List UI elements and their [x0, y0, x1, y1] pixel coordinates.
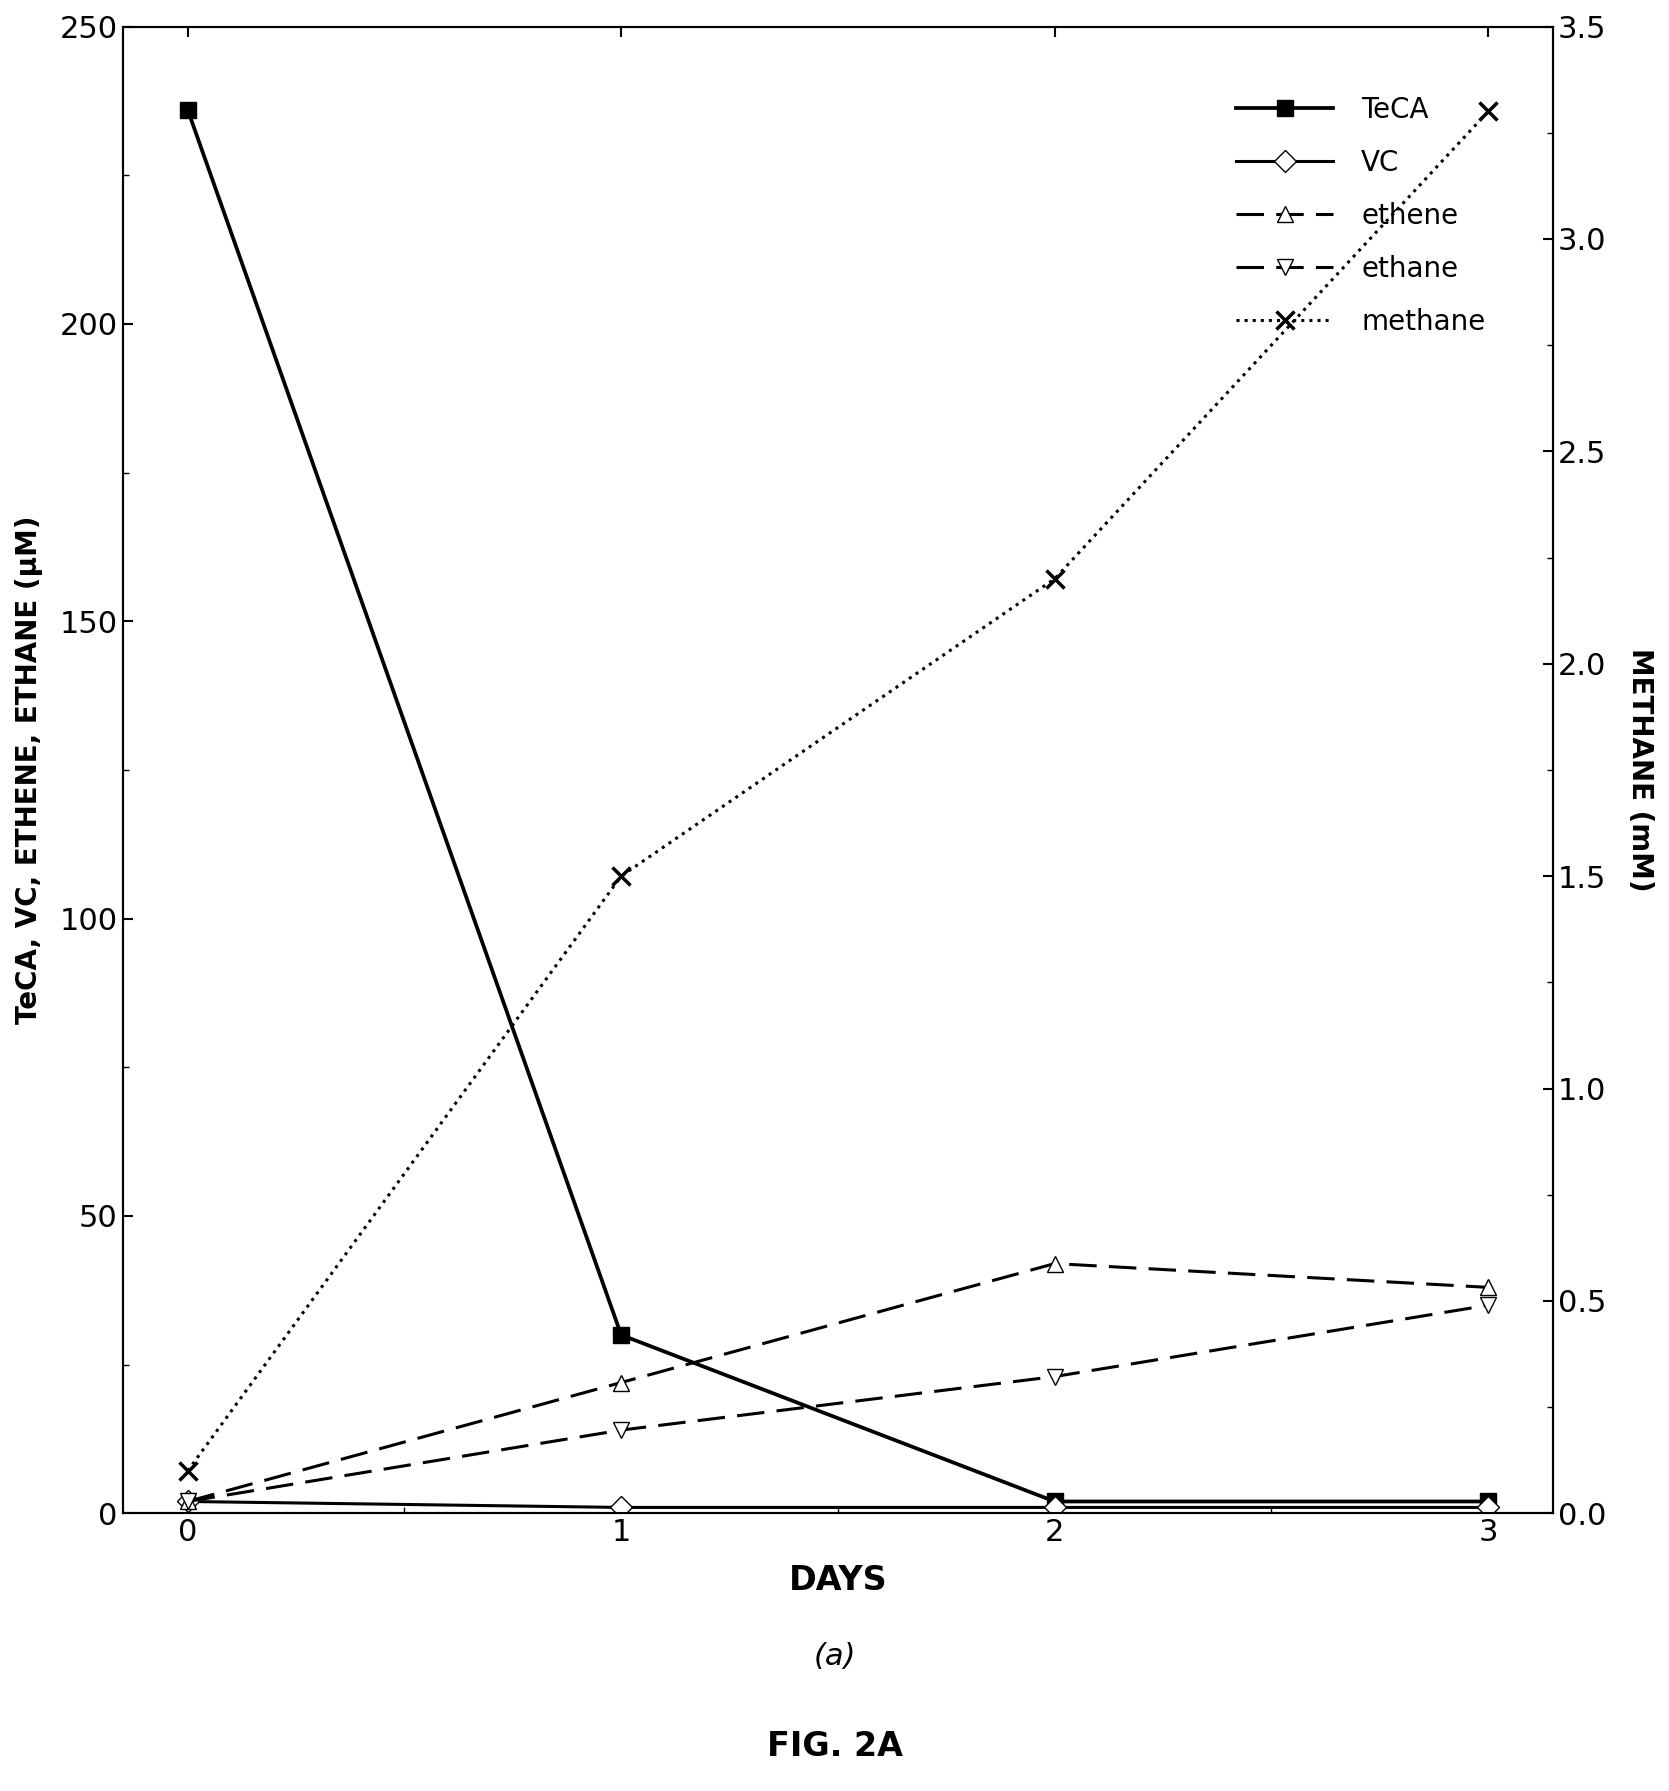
TeCA — [1479, 1490, 1499, 1512]
Line: ethane: ethane — [180, 1297, 1495, 1510]
ethene — [1045, 1254, 1065, 1275]
Y-axis label: METHANE (mM): METHANE (mM) — [1626, 648, 1654, 892]
ethane — [611, 1418, 631, 1440]
Legend: TeCA, VC, ethene, ethane, methane: TeCA, VC, ethene, ethane, methane — [1225, 84, 1497, 347]
Line: TeCA: TeCA — [180, 102, 1495, 1510]
ethene — [177, 1490, 197, 1512]
methane — [611, 865, 631, 887]
Text: (a): (a) — [813, 1642, 856, 1671]
methane — [1479, 100, 1499, 122]
methane — [177, 1460, 197, 1481]
ethane — [1045, 1367, 1065, 1388]
TeCA — [611, 1324, 631, 1345]
TeCA — [177, 99, 197, 120]
VC — [1045, 1497, 1065, 1519]
ethene — [611, 1372, 631, 1393]
Line: ethene: ethene — [180, 1255, 1495, 1510]
VC — [1479, 1497, 1499, 1519]
ethane — [177, 1490, 197, 1512]
VC — [611, 1497, 631, 1519]
TeCA — [1045, 1490, 1065, 1512]
Line: VC: VC — [180, 1494, 1495, 1515]
Line: methane: methane — [179, 102, 1497, 1479]
X-axis label: DAYS: DAYS — [789, 1564, 888, 1598]
Y-axis label: TeCA, VC, ETHENE, ETHANE (μM): TeCA, VC, ETHENE, ETHANE (μM) — [15, 516, 43, 1024]
methane — [1045, 568, 1065, 589]
Text: FIG. 2A: FIG. 2A — [766, 1730, 903, 1762]
VC — [177, 1490, 197, 1512]
ethene — [1479, 1277, 1499, 1298]
ethane — [1479, 1295, 1499, 1316]
